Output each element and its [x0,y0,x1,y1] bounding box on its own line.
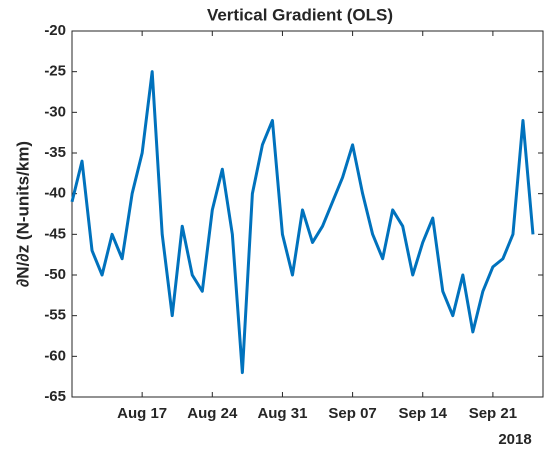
y-axis-label: ∂N/∂z (N-units/km) [13,141,32,287]
x-tick-label: Aug 17 [117,405,167,422]
year-label: 2018 [498,431,531,448]
y-tick-label: -45 [44,225,66,242]
y-tick-label: -50 [44,266,66,283]
y-tick-label: -60 [44,347,66,364]
y-tick-label: -65 [44,388,66,405]
data-line [70,70,535,375]
y-tick-label: -20 [44,22,66,39]
y-tick-label: -35 [44,144,66,161]
x-tick-label: Aug 31 [257,405,307,422]
y-tick-label: -25 [44,63,66,80]
x-tick-label: Sep 14 [399,405,448,422]
x-tick-label: Aug 24 [187,405,238,422]
plot-area [71,30,544,398]
x-tick-label: Sep 21 [469,405,517,422]
y-tick-label: -40 [44,185,66,202]
y-tick-label: -55 [44,307,66,324]
chart-title: Vertical Gradient (OLS) [207,5,393,24]
y-tick-label: -30 [44,103,66,120]
x-tick-label: Sep 07 [328,405,376,422]
